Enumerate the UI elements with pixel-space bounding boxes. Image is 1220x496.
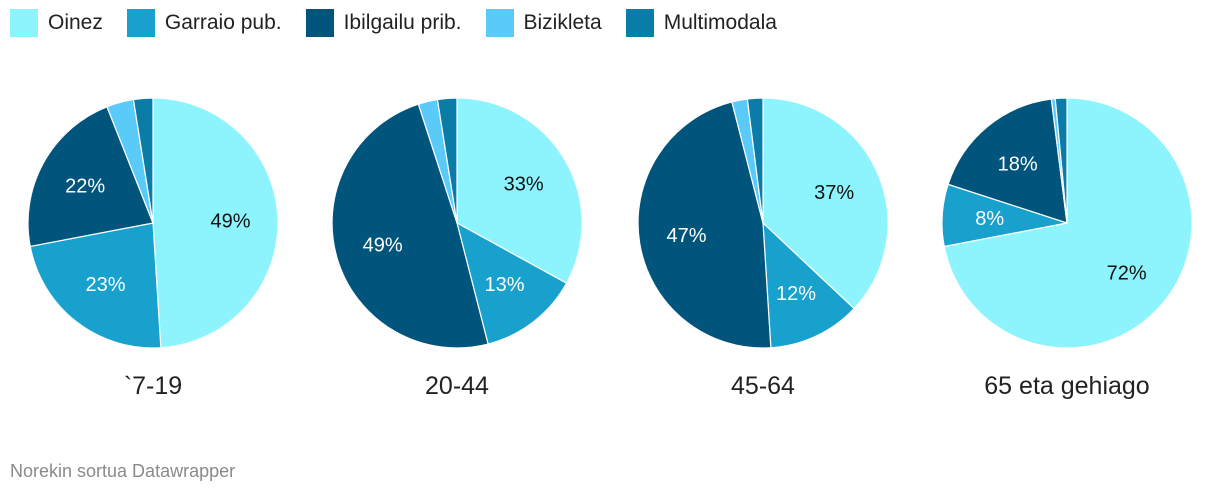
slice-data-label: 13% — [484, 274, 524, 296]
slice-data-label: 49% — [210, 211, 250, 233]
legend-label: Bizikleta — [523, 11, 602, 34]
pie-slice-oinez — [456, 97, 583, 285]
pie-slice-multimodala — [746, 97, 764, 224]
legend-item-oinez: Oinez — [10, 9, 103, 37]
legend: Oinez Garraio pub. Ibilgailu prib. Bizik… — [10, 9, 801, 37]
legend-label: Ibilgailu prib. — [343, 11, 462, 34]
pie-chart-3: 37% 12% 47% 45-64 — [637, 97, 889, 400]
pie-slice-multimodala — [436, 97, 458, 224]
legend-label: Oinez — [48, 11, 103, 34]
legend-swatch — [10, 9, 38, 37]
pie-slice-multimodala — [1054, 97, 1068, 224]
slice-data-label: 23% — [85, 274, 125, 296]
pie-slice-ibilgailu-prib — [637, 101, 772, 349]
pie-slice-ibilgailu-prib — [331, 103, 489, 349]
slice-data-label: 33% — [504, 174, 544, 196]
legend-swatch — [485, 9, 514, 37]
legend-label: Garraio pub. — [164, 11, 282, 34]
slice-data-label: 47% — [666, 225, 706, 247]
slice-data-label: 37% — [814, 182, 854, 204]
pie-slice-multimodala — [132, 97, 154, 224]
legend-item-garraio-pub: Garraio pub. — [126, 9, 282, 37]
pie-slice-ibilgailu-prib — [27, 106, 154, 248]
slice-data-label: 72% — [1107, 262, 1147, 284]
pie-slice-garraio-pub — [456, 221, 568, 345]
pie-slice-oinez — [943, 97, 1193, 349]
legend-item-bizikleta: Bizikleta — [485, 9, 602, 37]
pie-chart-title: 45-64 — [731, 372, 795, 400]
legend-swatch — [305, 9, 334, 37]
pie-chart-1: 49% 23% 22% `7-19 — [27, 97, 279, 400]
pie-chart-2: 33% 13% 49% 20-44 — [331, 97, 583, 400]
pie-slice-garraio-pub — [29, 222, 162, 349]
legend-swatch — [625, 9, 654, 37]
slice-data-label: 8% — [975, 208, 1004, 230]
slice-data-label: 12% — [776, 283, 816, 305]
pie-slice-oinez — [762, 97, 889, 310]
legend-item-multimodala: Multimodala — [625, 9, 777, 37]
pie-chart-title: 20-44 — [425, 372, 489, 400]
pie-slice-oinez — [152, 97, 279, 349]
pie-chart-title: `7-19 — [124, 372, 182, 400]
pie-chart-title: 65 eta gehiago — [984, 372, 1149, 400]
legend-swatch — [126, 9, 155, 37]
slice-data-label: 49% — [363, 235, 403, 257]
slice-data-label: 18% — [998, 153, 1038, 175]
pie-slice-garraio-pub — [762, 221, 855, 349]
pie-chart-4: 72% 8% 18% 65 eta gehiago — [941, 97, 1193, 400]
legend-item-ibilgailu-prib: Ibilgailu prib. — [305, 9, 462, 37]
slice-data-label: 22% — [65, 176, 105, 198]
pie-charts: 49% 23% 22% `7-19 33% 13% 49% 20-44 37% 12% 47% 45-… — [27, 97, 1193, 400]
pie-slice-ibilgailu-prib — [947, 98, 1068, 224]
footer-credit: Norekin sortua Datawrapper — [10, 461, 236, 481]
legend-label: Multimodala — [663, 11, 777, 34]
